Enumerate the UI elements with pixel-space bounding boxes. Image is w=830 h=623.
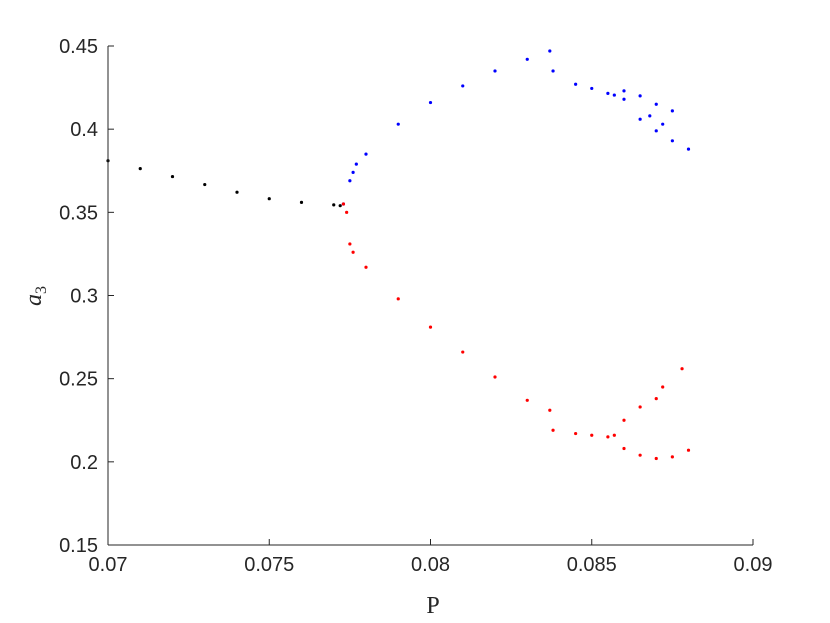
y-tick-label: 0.15 [59,535,98,557]
data-point-blue [493,69,497,73]
data-point-blue [670,109,674,113]
data-point-red [638,405,642,409]
data-point-blue [606,91,610,96]
data-point-blue [670,139,674,143]
data-point-red [686,448,691,452]
data-point-red [493,375,497,379]
data-point-black [338,204,342,208]
data-point-red [348,242,352,246]
data-point-red [590,433,594,437]
data-point-red [551,428,555,432]
data-layer [106,49,691,461]
x-tick-label: 0.08 [411,554,450,576]
data-point-red [574,431,578,436]
data-point-red [461,350,465,354]
data-point-blue [648,114,652,118]
data-point-black [267,197,271,201]
data-point-blue [654,102,658,106]
series-blue [341,49,691,206]
y-tick-label: 0.35 [59,202,98,224]
data-point-blue [351,170,355,175]
data-point-blue [622,97,626,101]
data-point-blue [348,179,352,183]
data-point-red [525,398,529,402]
data-point-blue [574,82,578,86]
data-point-blue [590,86,594,91]
data-point-red [396,297,400,301]
data-point-blue [548,49,552,53]
data-point-blue [364,152,368,156]
y-axis-label-subscript: 3 [33,286,50,294]
data-point-blue [612,93,616,97]
data-point-blue [638,117,642,121]
data-point-blue [686,147,691,151]
series-red [341,202,691,461]
data-point-red [345,210,349,214]
data-point-black [170,174,175,179]
x-tick-label: 0.07 [89,554,128,576]
y-tick-label: 0.25 [59,369,98,391]
data-point-red [638,453,642,457]
data-point-blue [428,100,433,105]
data-point-red [548,408,552,412]
data-point-red [622,418,626,422]
data-point-red [622,446,626,451]
x-axis-label: P [426,593,439,619]
data-point-black [203,182,207,187]
data-point-black [299,200,304,204]
data-point-black [138,166,142,171]
data-point-blue [525,57,529,61]
axes-layer: 0.07 0.075 0.08 0.085 0.09 0.15 0.2 0.25 0.3 0.35… [59,36,772,576]
y-tick-label: 0.2 [70,452,98,474]
data-point-red [351,250,355,254]
data-point-red [341,202,346,206]
data-point-blue [354,162,358,166]
data-point-blue [622,89,626,93]
y-tick-label: 0.45 [59,36,98,58]
data-point-blue [654,129,658,133]
x-tick-label: 0.085 [567,554,617,576]
data-point-red [680,367,684,371]
data-point-blue [461,84,465,88]
data-point-red [428,325,433,329]
data-point-black [332,203,336,207]
data-point-black [235,190,239,194]
y-axis-label-main: a [21,294,47,306]
data-point-blue [661,122,665,126]
data-point-red [654,397,658,401]
data-point-red [654,456,658,461]
x-tick-label: 0.075 [244,554,294,576]
y-tick-label: 0.4 [70,119,98,141]
series-black [106,159,342,208]
x-tick-label: 0.09 [734,554,773,576]
data-point-red [612,433,616,437]
data-point-blue [551,69,555,73]
data-point-red [364,265,368,269]
data-point-red [606,435,610,439]
data-point-blue [638,94,642,98]
data-point-red [670,455,674,459]
data-point-red [661,385,665,389]
data-point-blue [396,122,400,126]
y-axis-label: a3 [21,286,50,306]
y-tick-label: 0.3 [70,286,98,308]
